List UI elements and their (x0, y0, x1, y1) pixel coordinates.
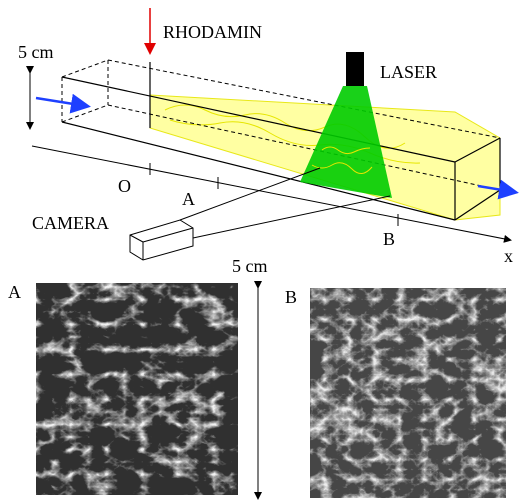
x-axis (31, 145, 512, 243)
view-line-lower (192, 195, 391, 239)
laser-label: LASER (380, 62, 437, 82)
position-a-label: A (182, 189, 195, 209)
outflow-arrow (477, 179, 519, 200)
camera (129, 219, 194, 261)
scale-bar: 5 cm (232, 256, 268, 500)
camera-label: CAMERA (32, 213, 109, 233)
image-panel-a: A (8, 282, 238, 495)
inflow-arrow (35, 93, 91, 114)
laser-source (346, 52, 364, 86)
dye-label: RHODAMIN (163, 22, 262, 42)
panel-b-label: B (285, 287, 297, 307)
laser-sheet-texture (311, 146, 373, 174)
axis-x-label: x (504, 246, 513, 266)
scale-label: 5 cm (232, 256, 268, 276)
view-line-upper (179, 167, 321, 221)
image-panel-b: B (285, 287, 506, 498)
panel-a-label: A (8, 282, 21, 302)
channel-height-label: 5 cm (18, 42, 54, 62)
position-b-label: B (383, 229, 395, 249)
channel-schematic: RHODAMIN LASER 5 cm O A B x CAMERA (18, 8, 519, 266)
origin-label: O (118, 176, 131, 196)
